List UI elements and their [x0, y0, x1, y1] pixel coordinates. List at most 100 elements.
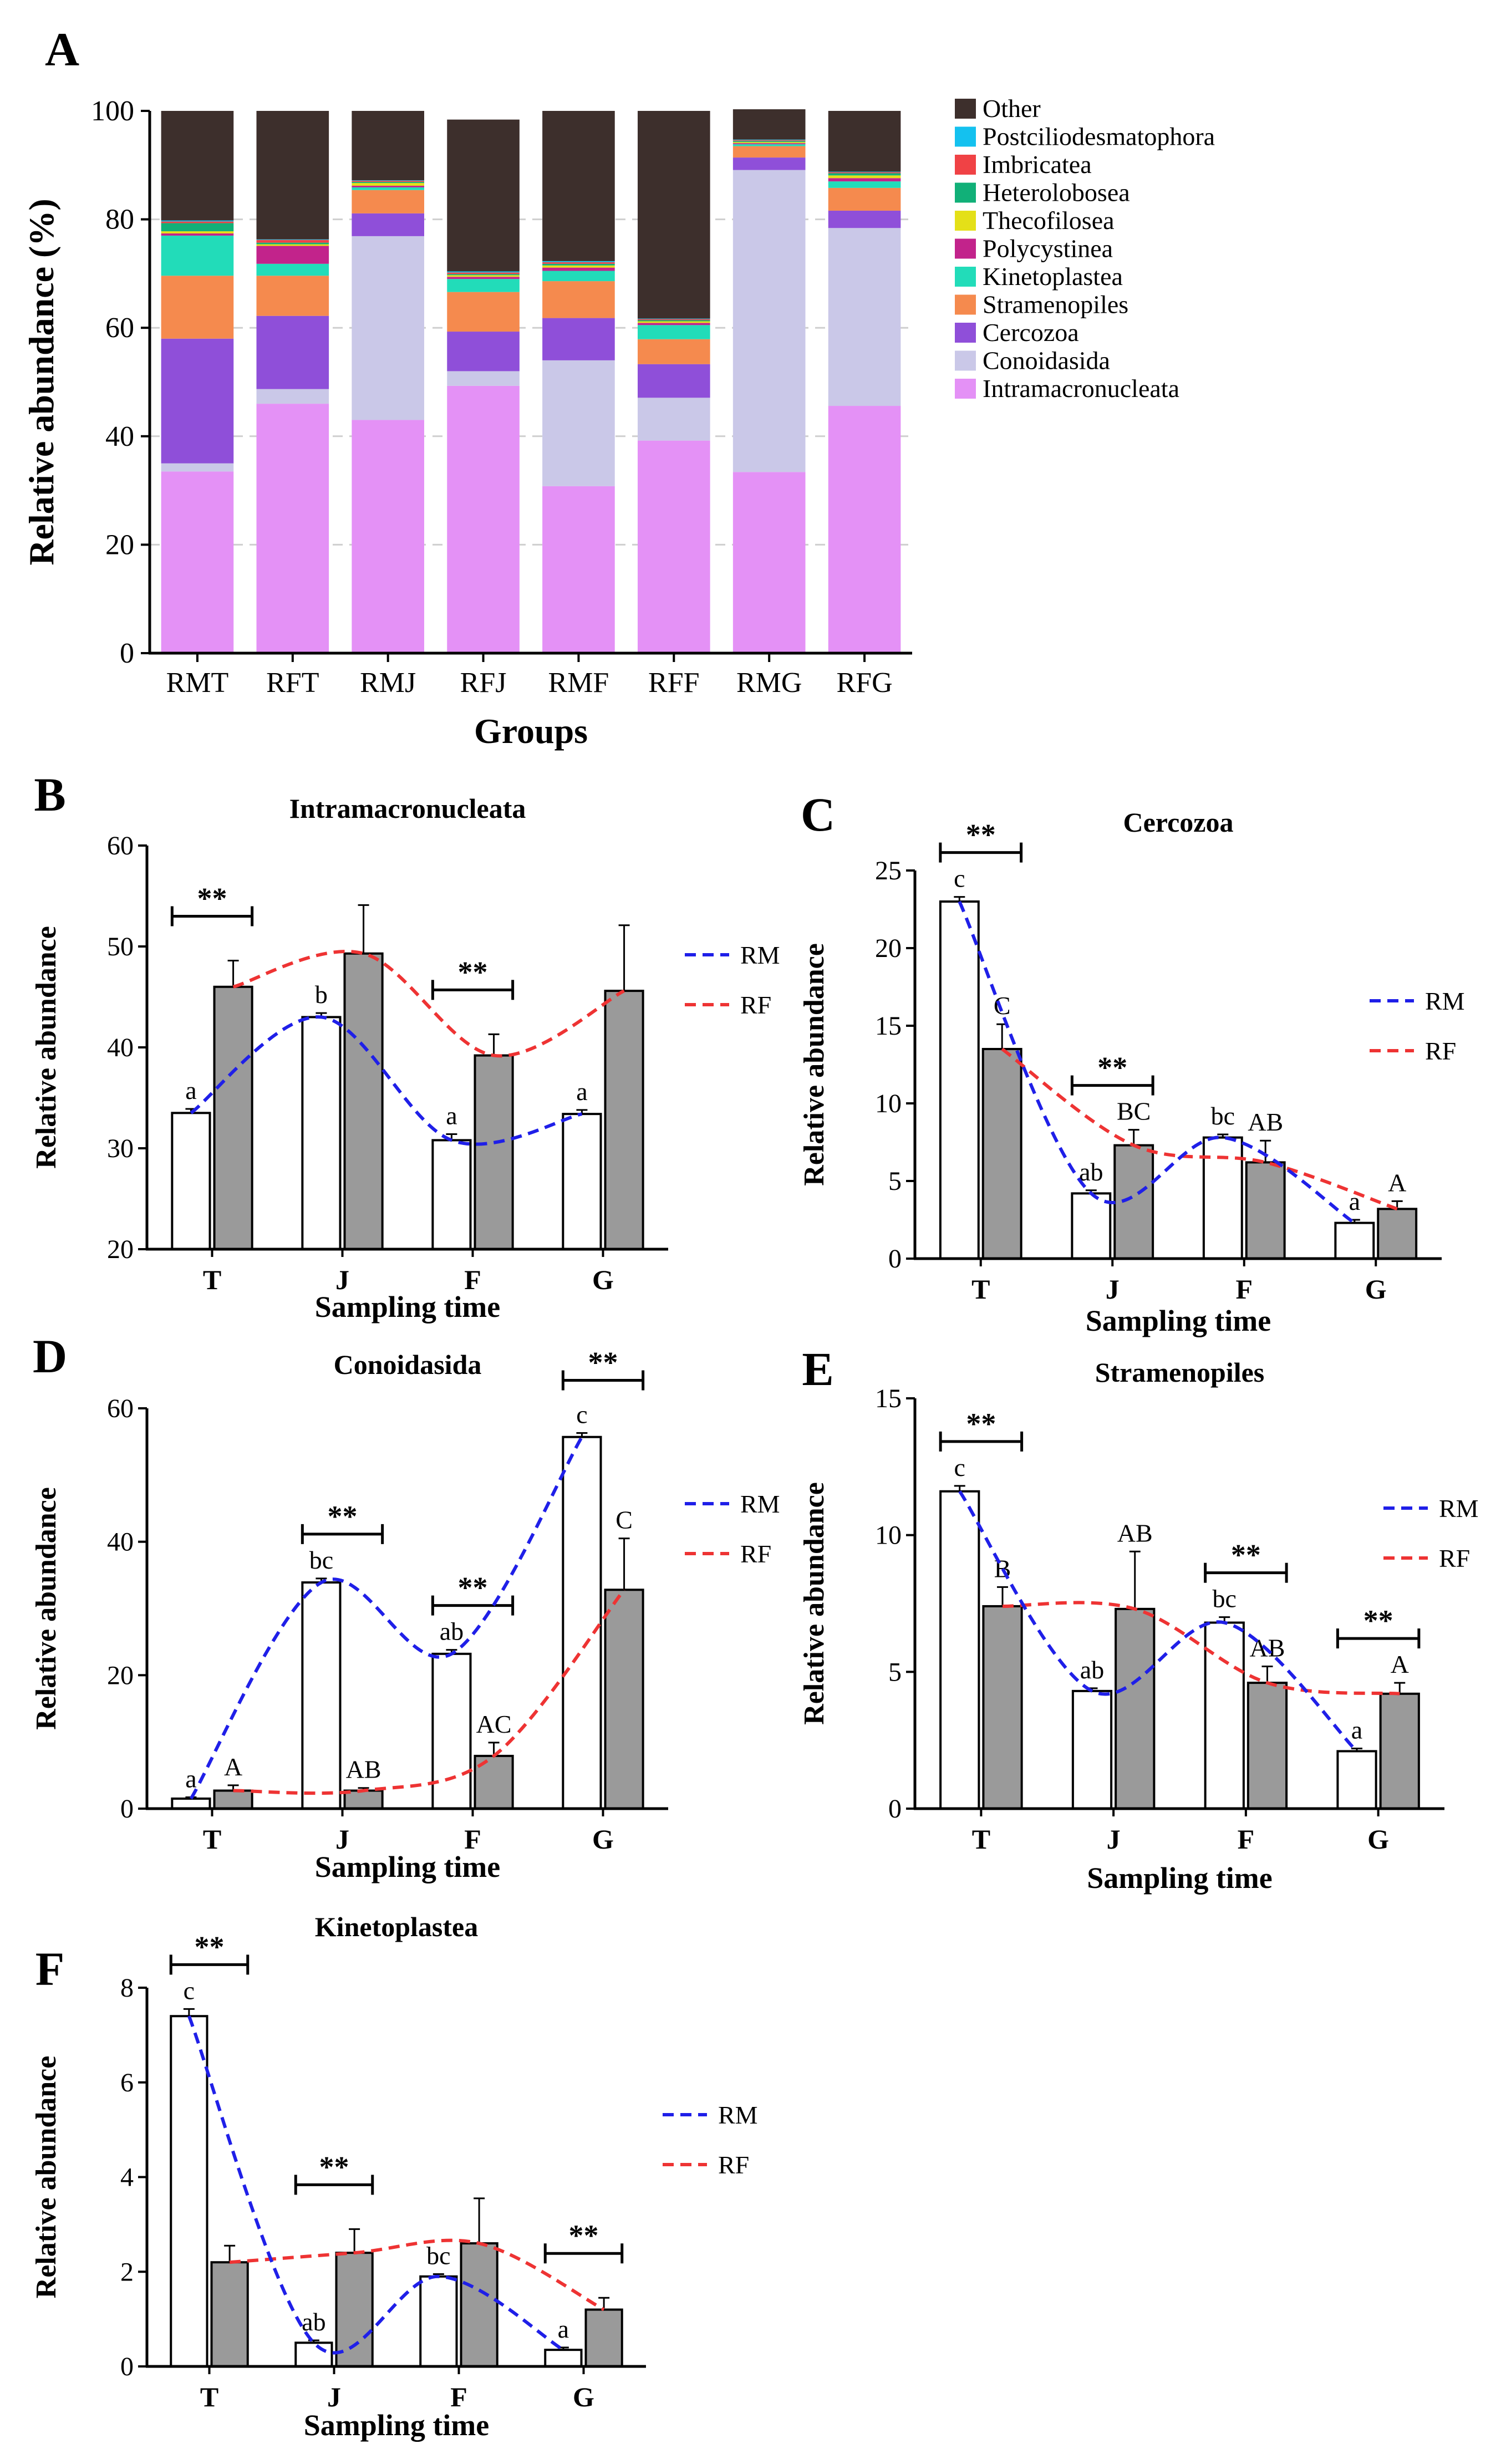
significance-letter: BC: [1117, 1097, 1151, 1126]
bar-segment-heterolobosea: [161, 223, 234, 232]
x-tick-label: RMJ: [360, 667, 416, 699]
legend-swatch: [955, 99, 976, 119]
significance-letter: AB: [1117, 1519, 1153, 1547]
bar-segment-thecofilosea: [732, 142, 806, 144]
x-tick-label: T: [203, 1264, 221, 1295]
panel-letter: D: [33, 1330, 67, 1383]
bar-segment-other: [161, 111, 234, 221]
x-axis-title: Sampling time: [1087, 1861, 1273, 1895]
significance-letter: ab: [440, 1617, 464, 1646]
x-tick-label: T: [971, 1274, 990, 1305]
bar-segment-kinetoplastea: [542, 271, 615, 282]
legend-swatch: [955, 379, 976, 399]
significance-stars: **: [569, 2219, 599, 2252]
y-tick-label: 10: [875, 1089, 902, 1118]
x-tick-label: RFT: [266, 667, 319, 699]
panel-b-chart: B Intramacronucleata a Tb Ja Fa G ** ** 20 30 40 50 6…: [30, 768, 780, 1323]
bar-segment-other: [447, 119, 520, 272]
x-tick-label: G: [592, 1824, 614, 1855]
bar-segment-kinetoplastea: [732, 144, 806, 146]
bar-segment-imbricatea: [828, 172, 901, 174]
significance-stars: **: [1231, 1539, 1261, 1572]
bar-segment-kinetoplastea: [638, 325, 710, 339]
bar-segment-postciliodesmatophora: [352, 180, 424, 181]
significance-stars: **: [588, 1346, 618, 1379]
panel-title: Conoidasida: [334, 1349, 482, 1380]
significance-letter: a: [1351, 1715, 1362, 1744]
legend-label: Polycystinea: [983, 235, 1113, 263]
panel-letter: E: [802, 1342, 833, 1396]
line-rf: [1001, 1047, 1398, 1211]
y-tick-label: 4: [120, 2163, 134, 2192]
line-rf: [233, 1589, 625, 1795]
bar-segment-imbricatea: [447, 272, 520, 274]
bar-segment-kinetoplastea: [256, 263, 329, 276]
significance-stars: **: [1097, 1051, 1127, 1085]
bar-segment-heterolobosea: [828, 173, 901, 176]
bar-segment-thecofilosea: [447, 275, 520, 277]
significance-letter: a: [185, 1076, 196, 1104]
significance-letter: ab: [1079, 1158, 1103, 1186]
bar-segment-conoidasida: [161, 463, 234, 472]
bar-segment-cercozoa: [638, 364, 710, 398]
bar-segment-polycystinea: [256, 246, 329, 264]
bar-rf: [460, 2242, 498, 2368]
y-axis-title: Relative abundance: [30, 926, 62, 1169]
y-tick-label: 100: [91, 95, 134, 127]
bar-rf: [981, 1048, 1022, 1260]
significance-letter: a: [558, 2315, 569, 2343]
x-tick-label: J: [1106, 1274, 1120, 1305]
legend-label: RF: [740, 991, 771, 1019]
significance-stars: **: [458, 955, 488, 989]
significance-letter: bc: [1211, 1102, 1235, 1130]
x-tick-label: RFG: [836, 667, 892, 699]
y-tick-label: 20: [107, 1661, 134, 1690]
panel-letter: B: [34, 768, 65, 821]
bar-segment-conoidasida: [828, 228, 901, 406]
bar-segment-heterolobosea: [638, 320, 710, 322]
legend-label: RF: [740, 1540, 771, 1568]
line-rf: [1002, 1601, 1400, 1696]
bar-rf: [343, 952, 384, 1250]
bar-segment-cercozoa: [447, 332, 520, 371]
bar-segment-polycystinea: [352, 185, 424, 187]
legend-label: Heterolobosea: [983, 179, 1130, 207]
significance-letter: bc: [1213, 1585, 1237, 1613]
bar-segment-heterolobosea: [542, 263, 615, 266]
panel-title: Stramenopiles: [1095, 1357, 1265, 1388]
bar-rm: [301, 1581, 342, 1810]
bar-segment-postciliodesmatophora: [447, 271, 520, 273]
bar-segment-polycystinea: [828, 178, 901, 182]
bar-segment-thecofilosea: [638, 321, 710, 323]
legend-label: Stramenopiles: [983, 291, 1128, 319]
significance-letter: bc: [426, 2242, 450, 2270]
bar-segment-polycystinea: [447, 277, 520, 279]
x-axis-title: Sampling time: [1086, 1304, 1271, 1337]
line-rm: [958, 1490, 1359, 1753]
bar-segment-intramacronucleata: [542, 486, 615, 653]
panel-e-chart: E StramenopilescBTabABJbcABFaAG******0510…: [798, 1342, 1479, 1895]
bar-rm: [431, 1139, 472, 1250]
bar-segment-intramacronucleata: [732, 472, 806, 653]
significance-letter: C: [615, 1506, 633, 1534]
significance-letter: a: [446, 1102, 457, 1130]
significance-stars: **: [966, 818, 996, 852]
bar-segment-stramenopiles: [542, 281, 615, 318]
bar-segment-cercozoa: [828, 210, 901, 228]
significance-letter: c: [184, 1976, 195, 2004]
legend-swatch: [955, 238, 976, 259]
y-tick-label: 25: [875, 856, 902, 885]
y-tick-label: 20: [105, 529, 134, 561]
y-tick-label: 0: [888, 1794, 902, 1824]
bar-rm: [419, 2275, 458, 2368]
bar-segment-kinetoplastea: [161, 235, 234, 276]
legend-swatch: [955, 323, 976, 343]
bar-rm: [1071, 1192, 1112, 1260]
y-tick-label: 30: [107, 1134, 134, 1163]
bar-rf: [335, 2252, 374, 2368]
bar-segment-intramacronucleata: [447, 385, 520, 653]
line-rm: [189, 1436, 584, 1800]
significance-letter: b: [315, 980, 328, 1009]
y-tick-label: 60: [105, 312, 134, 344]
significance-letter: a: [185, 1765, 196, 1793]
